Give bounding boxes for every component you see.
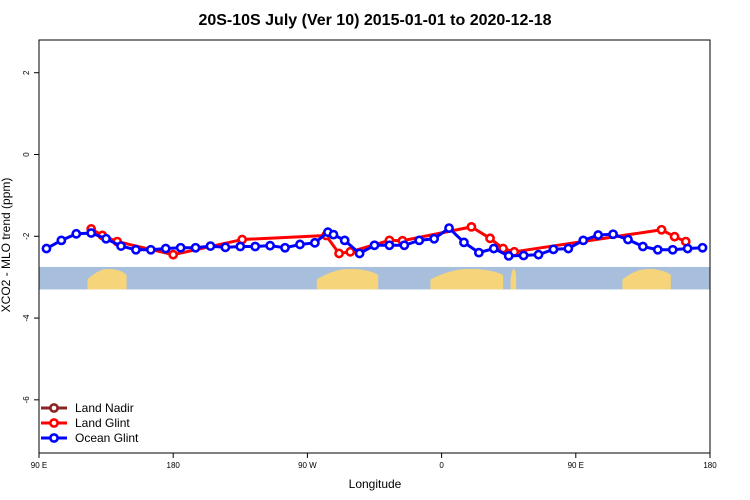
data-point: [345, 246, 356, 257]
series-ocean-glint: [41, 223, 708, 261]
data-point: [473, 247, 484, 258]
data-point: [548, 244, 559, 255]
map-land-mass-2: [430, 269, 504, 290]
legend-entry-land-nadir: Land Nadir: [41, 401, 134, 415]
data-point: [265, 240, 276, 251]
legend-entry-land-glint: Land Glint: [41, 416, 130, 430]
data-point: [175, 242, 186, 253]
legend-entry-ocean-glint: Ocean Glint: [41, 431, 139, 445]
data-point: [697, 242, 708, 253]
data-point: [459, 237, 469, 248]
data-point: [86, 228, 97, 238]
y-tick-label: -6: [22, 396, 31, 404]
data-point: [354, 248, 365, 259]
data-point: [160, 243, 171, 254]
data-point: [429, 233, 440, 244]
data-point: [131, 244, 141, 255]
data-point: [369, 240, 380, 251]
legend-marker: [49, 403, 59, 413]
data-point: [328, 229, 339, 240]
y-tick-label: -4: [22, 314, 31, 322]
data-point: [503, 251, 514, 261]
data-point: [608, 229, 618, 240]
data-point: [384, 240, 395, 251]
legend-label: Land Nadir: [75, 401, 134, 415]
x-axis-label: Longitude: [349, 477, 402, 491]
data-point: [414, 235, 425, 246]
data-point: [466, 221, 477, 232]
data-point: [593, 230, 604, 240]
y-tick-label: 2: [22, 70, 31, 75]
x-tick-label: 90 W: [298, 461, 317, 470]
series-layer: [41, 221, 708, 261]
y-tick-label: 0: [22, 152, 31, 157]
data-point: [682, 243, 693, 254]
data-point: [205, 241, 216, 251]
data-point: [220, 242, 231, 253]
legend-label: Land Glint: [75, 416, 130, 430]
map-land-mass-3: [510, 269, 517, 290]
data-point: [116, 241, 126, 251]
data-point: [652, 244, 663, 255]
map-band: [39, 266, 710, 290]
map-land-mass-0: [87, 269, 127, 290]
x-axis: 90 E 180 90 W 0 90 E 180: [31, 453, 717, 470]
data-point: [485, 233, 495, 244]
x-tick-label: 90 E: [568, 461, 584, 470]
data-point: [309, 237, 320, 248]
data-point: [669, 231, 680, 242]
data-point: [168, 249, 179, 260]
y-axis-label: XCO2 - MLO trend (ppm): [0, 178, 13, 313]
legend-marker: [49, 433, 59, 443]
data-point: [667, 244, 678, 255]
data-point: [638, 241, 648, 252]
data-point: [145, 244, 156, 255]
data-point: [190, 242, 201, 253]
x-tick-label: 90 E: [31, 461, 47, 470]
data-point: [623, 234, 633, 245]
data-point: [578, 235, 589, 246]
data-point: [518, 250, 529, 261]
series-line: [45, 226, 703, 258]
data-point: [533, 249, 544, 260]
x-tick-label: 0: [439, 461, 444, 470]
map-land-mass-4: [622, 269, 671, 290]
data-point: [334, 248, 344, 259]
data-point: [339, 235, 350, 246]
chart-title: 20S-10S July (Ver 10) 2015-01-01 to 2020…: [198, 12, 551, 29]
plot-frame: [38, 39, 711, 454]
legend-label: Ocean Glint: [75, 431, 139, 445]
data-point: [235, 241, 246, 252]
data-point: [250, 241, 261, 252]
legend-marker: [49, 418, 59, 428]
data-point: [656, 224, 667, 235]
data-point: [41, 243, 52, 254]
y-tick-label: -2: [22, 232, 31, 240]
map-land-mass-1: [316, 269, 379, 290]
data-point: [444, 223, 454, 233]
data-point: [488, 243, 499, 254]
data-point: [101, 233, 111, 244]
data-point: [280, 242, 290, 253]
y-axis: 2 0 -2 -4 -6: [22, 70, 39, 403]
data-point: [71, 228, 82, 239]
data-point: [399, 240, 410, 251]
x-tick-label: 180: [703, 461, 717, 470]
data-point: [563, 243, 574, 254]
x-tick-label: 180: [167, 461, 181, 470]
data-point: [56, 235, 67, 246]
data-point: [295, 239, 305, 250]
